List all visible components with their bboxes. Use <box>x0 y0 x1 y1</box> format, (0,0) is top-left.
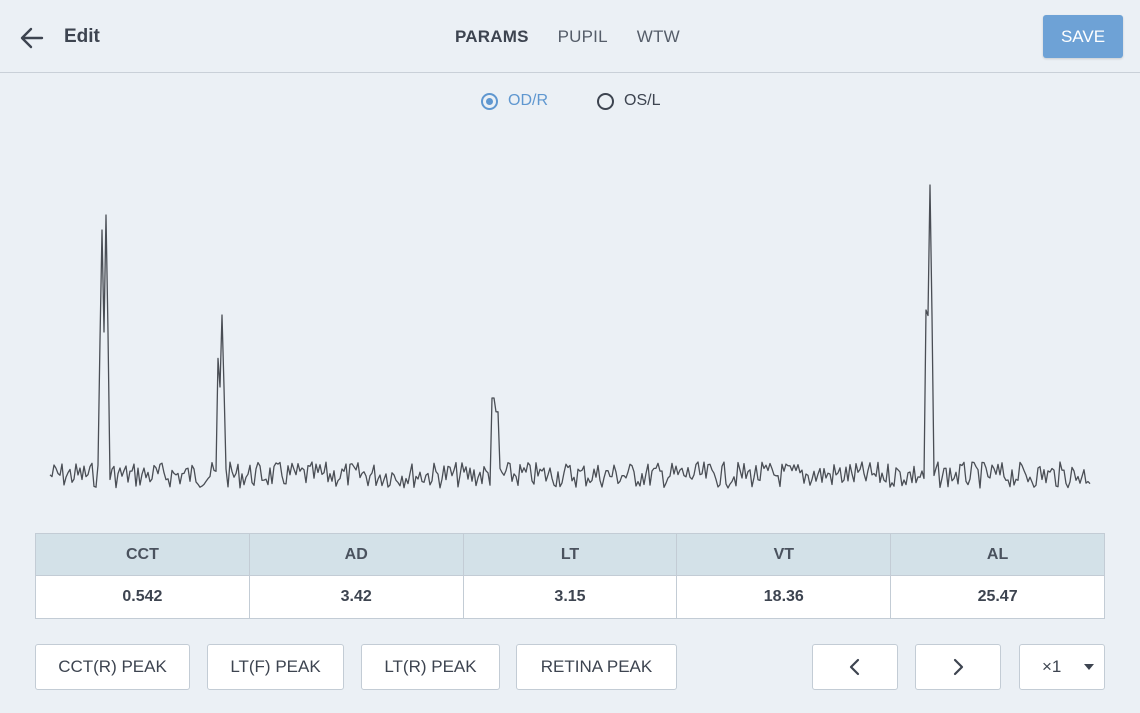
value-cct: 0.542 <box>35 575 250 619</box>
caret-down-icon <box>1084 664 1094 670</box>
previous-button[interactable] <box>812 644 898 690</box>
retina-peak-button[interactable]: RETINA PEAK <box>516 644 677 690</box>
eye-radio-os[interactable]: OS/L <box>597 92 660 110</box>
eye-radio-os-label: OS/L <box>624 92 661 109</box>
measurement-header-row: CCT AD LT VT AL <box>35 533 1105 576</box>
value-lt: 3.15 <box>462 575 678 619</box>
header-cct: CCT <box>35 533 250 576</box>
a-scan-waveform[interactable] <box>0 130 1140 510</box>
eye-radio-od[interactable]: OD/R <box>481 92 548 110</box>
cct-peak-button[interactable]: CCT(R) PEAK <box>35 644 190 690</box>
tab-pupil[interactable]: PUPIL <box>557 27 608 46</box>
header-lt: LT <box>462 533 678 576</box>
lt-front-peak-button[interactable]: LT(F) PEAK <box>207 644 344 690</box>
top-bar: Edit PARAMS PUPIL WTW SAVE <box>0 0 1140 73</box>
lt-rear-peak-button[interactable]: LT(R) PEAK <box>361 644 500 690</box>
header-vt: VT <box>676 533 892 576</box>
chevron-right-icon <box>953 658 964 676</box>
chevron-left-icon <box>849 658 860 676</box>
zoom-value: ×1 <box>1042 657 1062 676</box>
save-button[interactable]: SAVE <box>1043 15 1123 58</box>
next-button[interactable] <box>915 644 1001 690</box>
tab-wtw[interactable]: WTW <box>636 27 680 46</box>
measurement-value-row: 0.542 3.42 3.15 18.36 25.47 <box>35 575 1105 619</box>
header-al: AL <box>890 533 1105 576</box>
page-title: Edit <box>64 26 100 47</box>
waveform-trace <box>49 184 1091 489</box>
tab-params[interactable]: PARAMS <box>455 27 529 46</box>
value-vt: 18.36 <box>676 575 892 619</box>
value-al: 25.47 <box>890 575 1105 619</box>
measurement-table: CCT AD LT VT AL 0.542 3.42 3.15 18.36 25… <box>35 533 1105 619</box>
value-ad: 3.42 <box>248 575 464 619</box>
arrow-left-icon <box>20 27 44 49</box>
zoom-select[interactable]: ×1 <box>1019 644 1105 690</box>
header-ad: AD <box>248 533 464 576</box>
back-button[interactable] <box>16 22 48 54</box>
radio-checked-icon <box>481 92 498 110</box>
radio-unchecked-icon <box>597 92 614 110</box>
eye-radio-od-label: OD/R <box>508 92 548 109</box>
tab-bar: PARAMS PUPIL WTW <box>455 27 709 47</box>
